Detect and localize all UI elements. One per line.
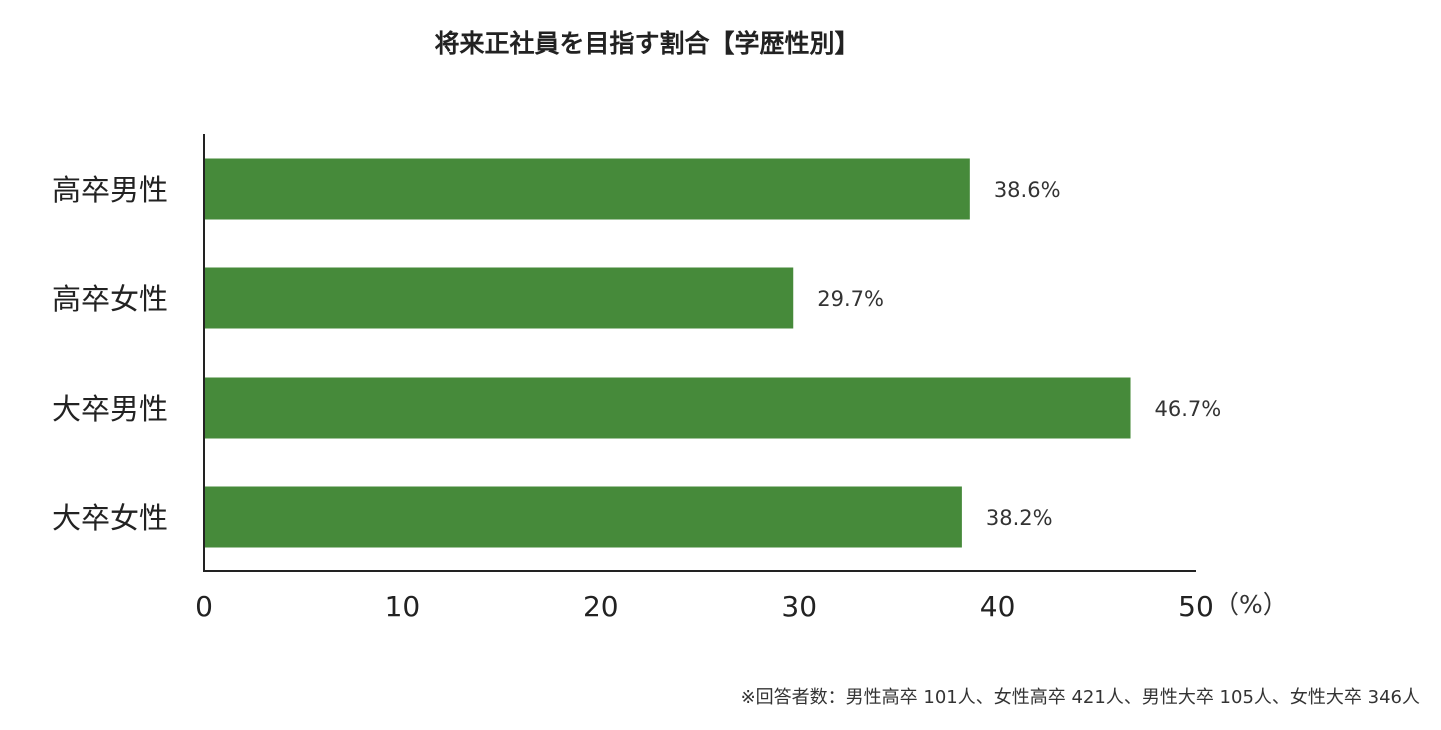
value-labels: 38.6% 29.7% 46.7% 38.2% (817, 178, 1221, 530)
bar (204, 486, 962, 548)
bar (204, 158, 970, 220)
x-tick-label: 50 (1178, 590, 1214, 623)
value-label: 46.7% (1155, 397, 1222, 421)
x-axis-unit-label: （%） (1214, 590, 1288, 619)
chart-title: 将来正社員を目指す割合【学歴性別】 (434, 29, 859, 58)
x-tick-label: 40 (980, 590, 1016, 623)
x-tick-label: 20 (583, 590, 619, 623)
bars (204, 158, 1131, 548)
x-tick-label: 0 (195, 590, 213, 623)
value-label: 29.7% (817, 287, 884, 311)
x-axis-ticks: 0 10 20 30 40 50 (195, 590, 1214, 623)
bar (204, 377, 1131, 439)
value-label: 38.6% (994, 178, 1061, 202)
footnote: ※回答者数：男性高卒 101人、女性高卒 421人、男性大卒 105人、女性大卒… (741, 687, 1420, 708)
category-label: 大卒女性 (52, 501, 168, 535)
x-tick-label: 30 (781, 590, 817, 623)
category-label: 高卒女性 (52, 282, 168, 316)
category-label: 高卒男性 (52, 173, 168, 207)
value-label: 38.2% (986, 506, 1053, 530)
x-tick-label: 10 (385, 590, 421, 623)
category-label: 大卒男性 (52, 392, 168, 426)
bar (204, 267, 794, 329)
